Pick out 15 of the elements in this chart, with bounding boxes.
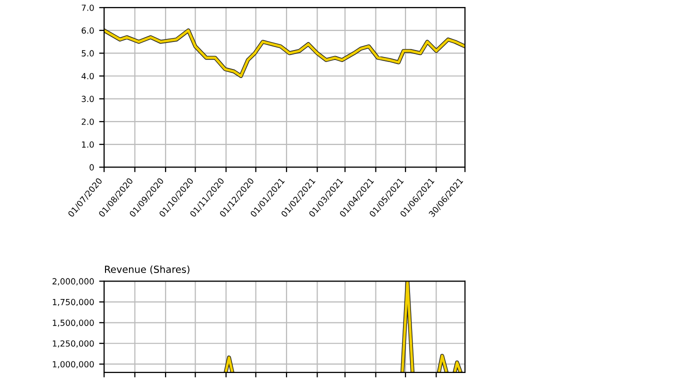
y-tick-label: 4.0 xyxy=(82,72,94,80)
y-tick-label: 2.0 xyxy=(82,118,94,125)
y-tick-label: 1.0 xyxy=(82,141,94,148)
y-tick-label: 1,750,000 xyxy=(52,298,94,306)
y-tick-label: 6.0 xyxy=(82,27,94,34)
y-tick-label: 2,000,000 xyxy=(52,278,94,286)
y-tick-label: 1,250,000 xyxy=(52,340,94,348)
line-series xyxy=(104,28,465,78)
y-tick-label: 5.0 xyxy=(82,50,94,56)
chart-title: Revenue (Shares) xyxy=(105,265,190,274)
y-tick-label: 0 xyxy=(90,164,94,170)
y-tick-label: 1,500,000 xyxy=(52,320,94,327)
y-tick-label: 7.0 xyxy=(82,4,94,11)
y-tick-label: 1,000,000 xyxy=(52,361,94,368)
y-tick-label: 3.0 xyxy=(82,96,94,102)
